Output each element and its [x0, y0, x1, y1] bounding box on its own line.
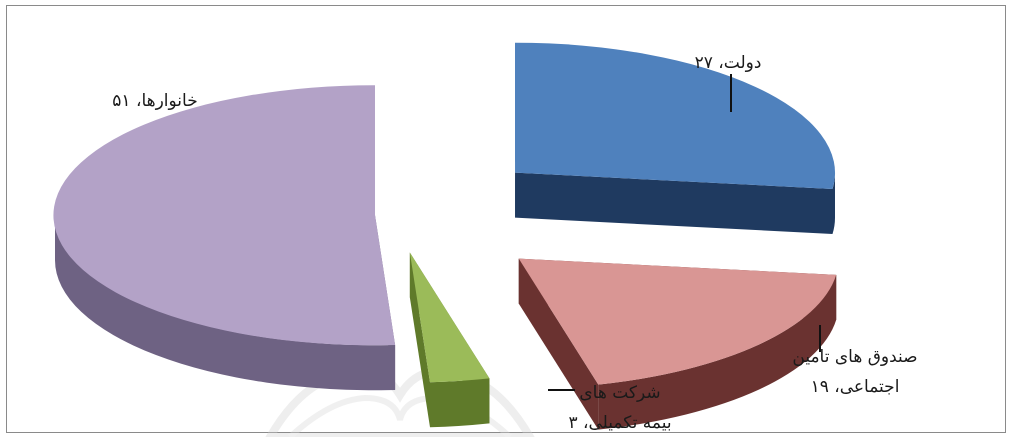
pie-slice-wall-1	[832, 172, 836, 234]
pie-slice-3	[409, 252, 490, 428]
data-label-1: دولت، ۲۷	[695, 53, 762, 73]
pie-slice-1	[515, 42, 836, 234]
data-labels: دولت، ۲۷ صندوق های تامین اجتماعی، ۱۹ شرکت ه…	[112, 53, 917, 433]
pie-slice-top-3	[409, 252, 490, 383]
pie-slice-side-3-2	[409, 252, 430, 428]
data-label-4: خانوارها، ۵۱	[112, 91, 197, 111]
pie-slice-top-4	[53, 85, 396, 346]
pie-slice-wall-3	[430, 378, 490, 428]
pie-slice-top-1	[515, 42, 836, 189]
pie-slice-wall-2	[598, 274, 837, 430]
pie-slice-top-2	[518, 258, 837, 385]
pie-slice-4	[53, 85, 396, 391]
data-label-3: شرکت های	[579, 383, 660, 403]
pie-slices	[53, 42, 837, 430]
data-label-2: صندوق های تامین	[792, 347, 917, 367]
pie-slice-side-1-2	[515, 172, 833, 234]
pie-slice-side-2-2	[518, 258, 599, 430]
data-label-2-line2: اجتماعی، ۱۹	[811, 377, 900, 397]
data-label-3-line2: بیمه تکمیلی، ۳	[568, 413, 671, 433]
pie-slice-2	[518, 258, 837, 430]
pie-slice-wall-4	[55, 215, 396, 391]
